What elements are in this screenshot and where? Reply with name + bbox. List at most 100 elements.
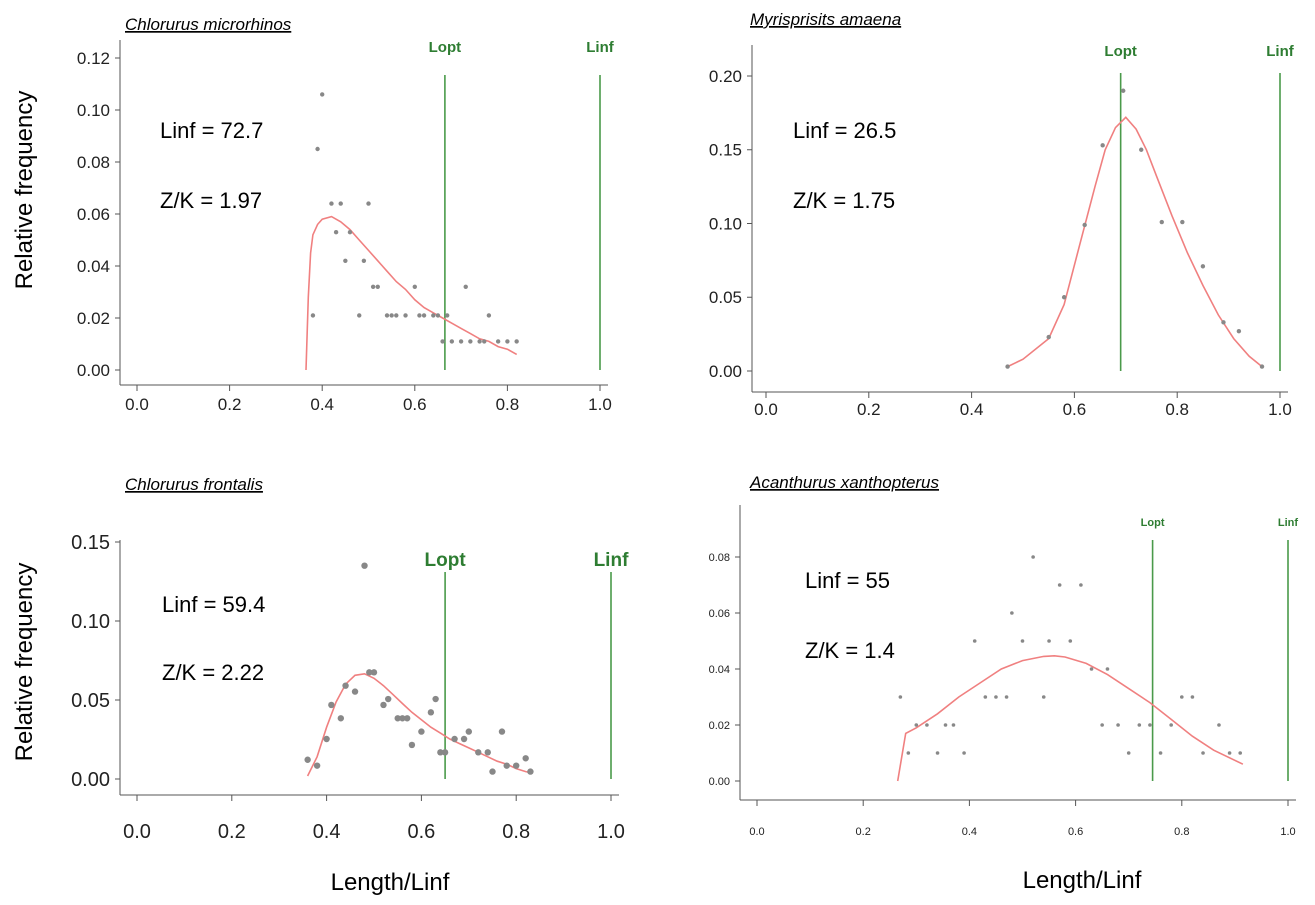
data-point bbox=[468, 339, 473, 344]
data-point bbox=[460, 735, 468, 743]
data-point bbox=[445, 313, 450, 318]
data-point bbox=[1004, 695, 1009, 699]
x-tick-label: 0.6 bbox=[407, 821, 435, 843]
x-tick-label: 0.0 bbox=[754, 400, 778, 419]
data-point bbox=[427, 709, 435, 716]
data-point bbox=[898, 695, 903, 699]
data-point bbox=[925, 723, 929, 727]
data-point bbox=[431, 313, 436, 318]
panel-1-title: Chlorurus microrhinos bbox=[125, 15, 292, 34]
data-point bbox=[1079, 583, 1083, 587]
fitted-curve bbox=[305, 215, 518, 371]
y-tick-label: 0.02 bbox=[77, 309, 110, 328]
param-zk: Z/K = 1.97 bbox=[160, 188, 262, 213]
data-point bbox=[328, 701, 335, 709]
y-tick-label: 0.20 bbox=[709, 67, 742, 86]
y-tick-label: 0.04 bbox=[709, 664, 730, 676]
x-tick-label: 0.4 bbox=[962, 826, 977, 838]
data-point bbox=[1227, 751, 1232, 755]
data-point bbox=[1010, 611, 1014, 615]
data-point bbox=[962, 751, 966, 755]
x-tick-label: 0.2 bbox=[218, 821, 246, 843]
data-point bbox=[943, 723, 948, 727]
data-point bbox=[315, 146, 320, 152]
data-point bbox=[418, 728, 425, 735]
panel-chlorurus-frontalis: 0.00 0.05 0.10 0.15 0.0 0.2 0.4 0.6 0.8 1.0 Lopt Li… bbox=[71, 532, 629, 843]
x-tick-label: 0.6 bbox=[403, 395, 427, 414]
x-tick-label: 0.6 bbox=[1068, 826, 1083, 838]
data-point bbox=[351, 688, 359, 695]
data-point bbox=[343, 258, 348, 263]
data-point bbox=[484, 749, 491, 756]
x-tick-label: 0.2 bbox=[218, 395, 242, 414]
x-tick-label: 0.8 bbox=[502, 821, 530, 843]
data-point bbox=[366, 669, 373, 676]
data-point bbox=[399, 715, 406, 722]
data-point bbox=[522, 755, 529, 762]
fitted-curve bbox=[1007, 116, 1263, 368]
data-point bbox=[366, 201, 371, 206]
y-tick-label: 0.06 bbox=[709, 608, 730, 620]
data-point bbox=[342, 682, 349, 689]
vline-label-linf: Linf bbox=[594, 550, 629, 571]
data-point bbox=[1217, 723, 1221, 727]
data-point bbox=[417, 313, 422, 318]
x-tick-label: 1.0 bbox=[1280, 826, 1295, 838]
x-tick-label: 0.6 bbox=[1063, 400, 1087, 419]
data-point bbox=[1200, 264, 1206, 269]
data-point bbox=[505, 339, 510, 344]
data-point bbox=[951, 723, 956, 727]
x-tick-label: 1.0 bbox=[1268, 400, 1292, 419]
y-tick-label: 0.05 bbox=[709, 288, 742, 307]
data-point bbox=[1041, 695, 1046, 699]
data-point bbox=[310, 313, 316, 318]
vline-label-lopt: Lopt bbox=[1104, 43, 1136, 60]
data-point bbox=[1238, 751, 1243, 755]
y-tick-label: 0.00 bbox=[709, 776, 730, 788]
data-point bbox=[440, 339, 445, 344]
x-tick-label: 0.4 bbox=[960, 400, 984, 419]
data-point bbox=[432, 695, 439, 703]
data-point bbox=[1068, 639, 1073, 643]
data-point bbox=[514, 339, 519, 344]
data-point bbox=[477, 339, 482, 344]
data-point bbox=[384, 313, 390, 318]
x-tick-label: 0.0 bbox=[125, 395, 149, 414]
data-point bbox=[337, 715, 345, 722]
data-point bbox=[482, 339, 487, 344]
y-tick-label: 0.10 bbox=[77, 101, 110, 120]
data-point bbox=[994, 695, 998, 699]
data-point bbox=[1236, 328, 1242, 334]
data-point bbox=[313, 762, 321, 769]
param-linf: Linf = 59.4 bbox=[162, 592, 265, 617]
data-point bbox=[370, 669, 378, 676]
x-tick-label: 0.4 bbox=[313, 821, 341, 843]
data-point bbox=[1148, 723, 1152, 727]
data-point bbox=[347, 230, 353, 235]
fitted-curve bbox=[306, 672, 533, 777]
data-point bbox=[437, 749, 444, 756]
data-point bbox=[1126, 751, 1131, 755]
y-tick-label: 0.00 bbox=[71, 769, 110, 791]
data-point bbox=[1190, 695, 1195, 699]
data-point bbox=[486, 313, 492, 318]
data-point bbox=[1046, 334, 1051, 340]
data-point bbox=[361, 562, 368, 569]
data-point bbox=[304, 756, 311, 763]
data-point bbox=[408, 741, 416, 749]
y-tick-label: 0.12 bbox=[77, 49, 110, 68]
data-point bbox=[513, 762, 520, 769]
data-point bbox=[385, 695, 392, 703]
data-point bbox=[449, 339, 455, 344]
x-axis-label-right: Length/Linf bbox=[1023, 867, 1142, 894]
data-point bbox=[394, 313, 399, 318]
data-point bbox=[421, 313, 427, 318]
y-tick-label: 0.05 bbox=[71, 690, 110, 712]
data-point bbox=[333, 230, 339, 235]
vline-label-linf: Linf bbox=[1278, 517, 1298, 529]
x-tick-label: 0.8 bbox=[1165, 400, 1189, 419]
vline-label-lopt: Lopt bbox=[1141, 517, 1165, 529]
data-point bbox=[463, 284, 468, 289]
data-point bbox=[972, 639, 977, 643]
